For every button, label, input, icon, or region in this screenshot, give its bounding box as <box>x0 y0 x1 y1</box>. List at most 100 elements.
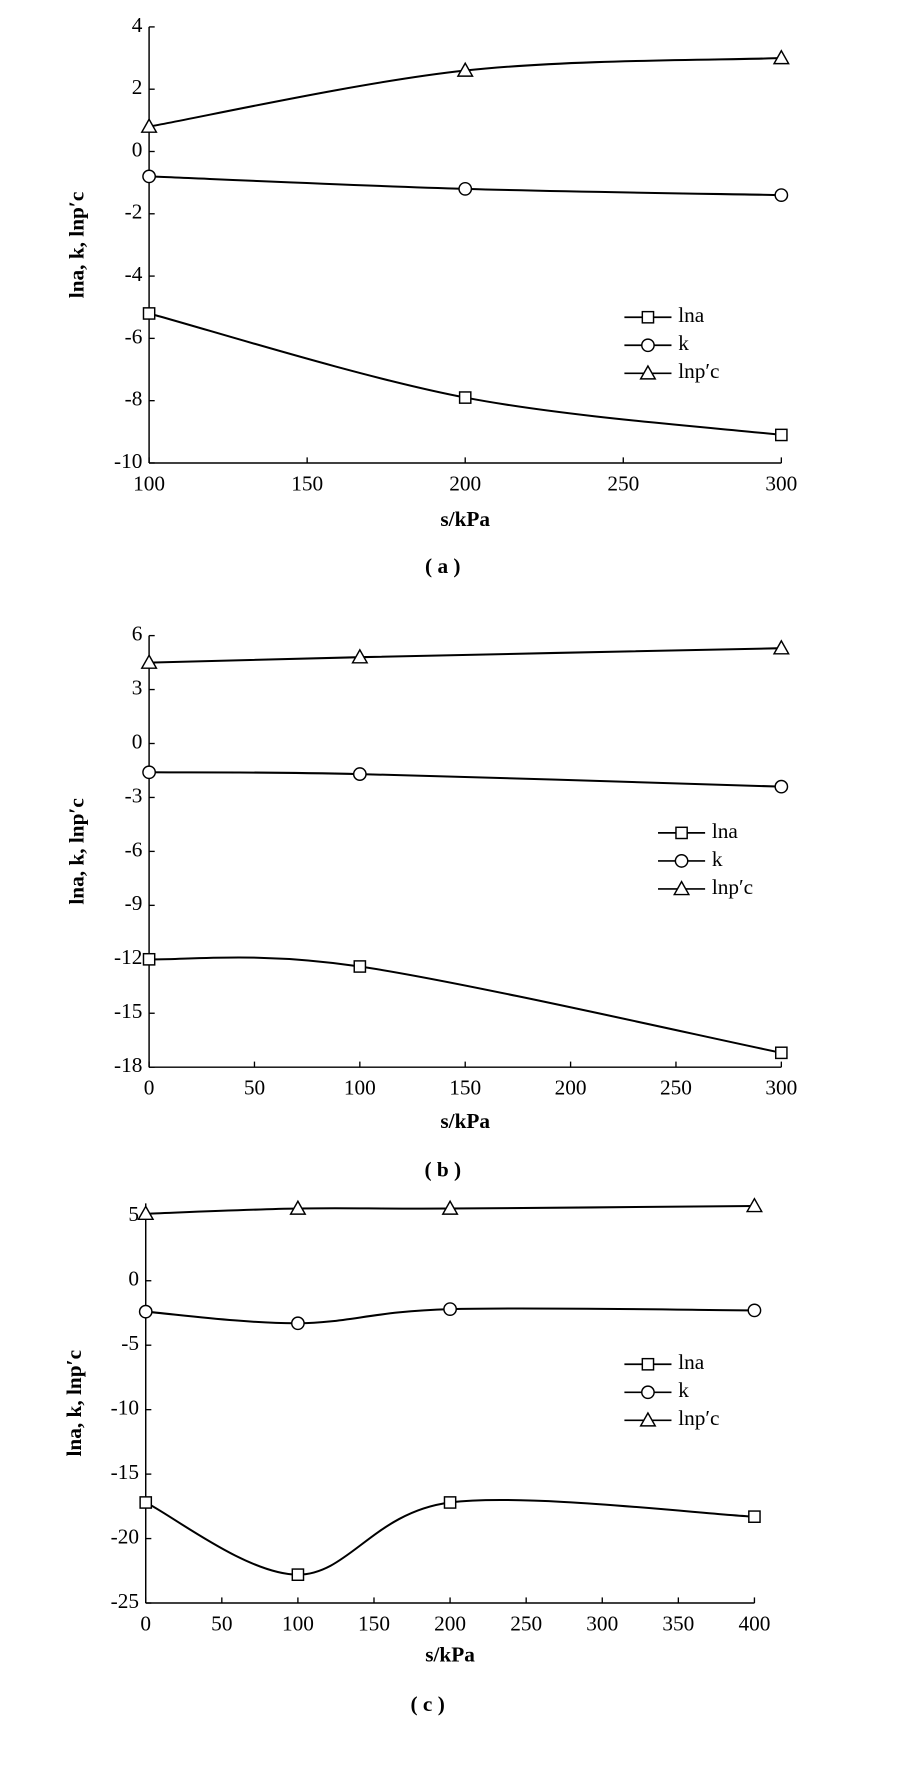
y-tick-label: -2 <box>125 200 143 224</box>
legend-marker <box>641 310 655 324</box>
x-axis-label: s/kPa <box>440 507 490 531</box>
y-tick-label: -6 <box>125 837 143 861</box>
y-tick-label: 0 <box>128 1267 139 1291</box>
y-tick-label: 0 <box>132 729 143 753</box>
marker-circle <box>291 1316 305 1331</box>
x-tick-label: 300 <box>586 1611 618 1635</box>
x-tick-label: 100 <box>282 1611 314 1635</box>
x-tick-label: 150 <box>291 471 323 495</box>
legend-label: k <box>712 847 723 871</box>
legend-label: lnp′c <box>678 1406 719 1430</box>
legend-marker <box>674 854 689 868</box>
y-tick-label: -10 <box>114 449 142 473</box>
x-tick-label: 50 <box>244 1076 265 1100</box>
legend-marker <box>673 880 691 896</box>
marker-circle <box>458 181 473 196</box>
y-axis-label: lna, k, lnp′c <box>64 798 88 905</box>
y-tick-label: -8 <box>125 387 143 411</box>
marker-square <box>142 307 156 320</box>
subplot-label: ( a ) <box>425 554 460 578</box>
y-tick-label: 4 <box>132 13 143 37</box>
series-line <box>149 956 782 1054</box>
y-tick-label: -15 <box>114 999 142 1023</box>
x-tick-label: 0 <box>140 1611 151 1635</box>
x-tick-label: 150 <box>449 1076 481 1100</box>
y-tick-label: -10 <box>111 1396 139 1420</box>
marker-square <box>142 952 156 966</box>
legend-marker <box>641 338 655 353</box>
marker-circle <box>747 1303 762 1318</box>
legend-label: lnp′c <box>678 359 719 383</box>
series-line <box>145 1204 755 1215</box>
y-tick-label: 6 <box>132 621 143 645</box>
series-line <box>145 1307 755 1325</box>
legend-label: k <box>678 1378 689 1402</box>
legend-marker <box>639 364 657 380</box>
marker-circle <box>774 779 789 794</box>
marker-square <box>775 428 788 442</box>
marker-triangle <box>351 648 369 664</box>
x-tick-label: 250 <box>510 1611 542 1635</box>
legend-marker <box>641 1385 655 1400</box>
x-tick-label: 300 <box>765 471 797 495</box>
marker-square <box>443 1496 457 1509</box>
y-tick-label: -15 <box>111 1460 139 1484</box>
y-tick-label: -9 <box>125 891 143 915</box>
marker-triangle <box>772 49 790 65</box>
y-tick-label: -12 <box>114 945 142 969</box>
legend-label: lna <box>678 1350 705 1374</box>
x-axis-label: s/kPa <box>425 1643 475 1667</box>
marker-circle <box>352 767 367 781</box>
marker-triangle <box>137 1204 155 1221</box>
y-axis-label: lna, k, lnp′c <box>64 192 88 299</box>
x-tick-label: 100 <box>344 1076 376 1100</box>
x-tick-label: 350 <box>662 1611 694 1635</box>
marker-circle <box>142 169 156 184</box>
marker-square <box>458 391 472 404</box>
marker-triangle <box>456 61 474 77</box>
x-tick-label: 250 <box>607 471 639 495</box>
x-tick-label: 400 <box>738 1611 770 1635</box>
marker-square <box>139 1496 153 1509</box>
series-line <box>149 647 782 664</box>
y-tick-label: 3 <box>132 675 143 699</box>
legend-label: lnp′c <box>712 875 753 899</box>
x-tick-label: 50 <box>211 1611 232 1635</box>
marker-circle <box>443 1302 457 1316</box>
marker-triangle <box>289 1199 307 1215</box>
x-tick-label: 200 <box>434 1611 466 1635</box>
marker-square <box>353 960 367 973</box>
marker-triangle <box>745 1197 763 1213</box>
y-tick-label: -20 <box>111 1524 139 1548</box>
marker-square <box>748 1510 761 1523</box>
x-tick-label: 200 <box>555 1076 587 1100</box>
series-line <box>145 1498 755 1576</box>
y-tick-label: -5 <box>121 1331 139 1355</box>
x-tick-label: 200 <box>449 471 481 495</box>
x-tick-label: 100 <box>133 471 165 495</box>
series-line <box>149 771 782 788</box>
marker-triangle <box>441 1199 459 1215</box>
y-tick-label: 0 <box>132 137 143 161</box>
x-tick-label: 150 <box>358 1611 390 1635</box>
legend-label: lna <box>712 819 739 843</box>
marker-triangle <box>140 117 158 133</box>
x-axis-label: s/kPa <box>440 1109 490 1133</box>
legend-marker <box>639 1411 657 1427</box>
x-tick-label: 0 <box>144 1076 155 1100</box>
y-tick-label: -3 <box>125 783 143 807</box>
x-tick-label: 250 <box>660 1076 692 1100</box>
marker-circle <box>774 188 789 202</box>
marker-circle <box>138 1304 153 1319</box>
marker-square <box>775 1046 788 1060</box>
y-tick-label: -25 <box>111 1589 139 1613</box>
marker-triangle <box>140 653 158 669</box>
subplot-label: ( b ) <box>424 1157 461 1181</box>
subplot-label: ( c ) <box>411 1692 445 1716</box>
legend-label: lna <box>678 303 705 327</box>
y-tick-label: -18 <box>114 1053 142 1077</box>
legend-marker <box>675 826 688 840</box>
y-axis-label: lna, k, lnp′c <box>62 1350 86 1457</box>
